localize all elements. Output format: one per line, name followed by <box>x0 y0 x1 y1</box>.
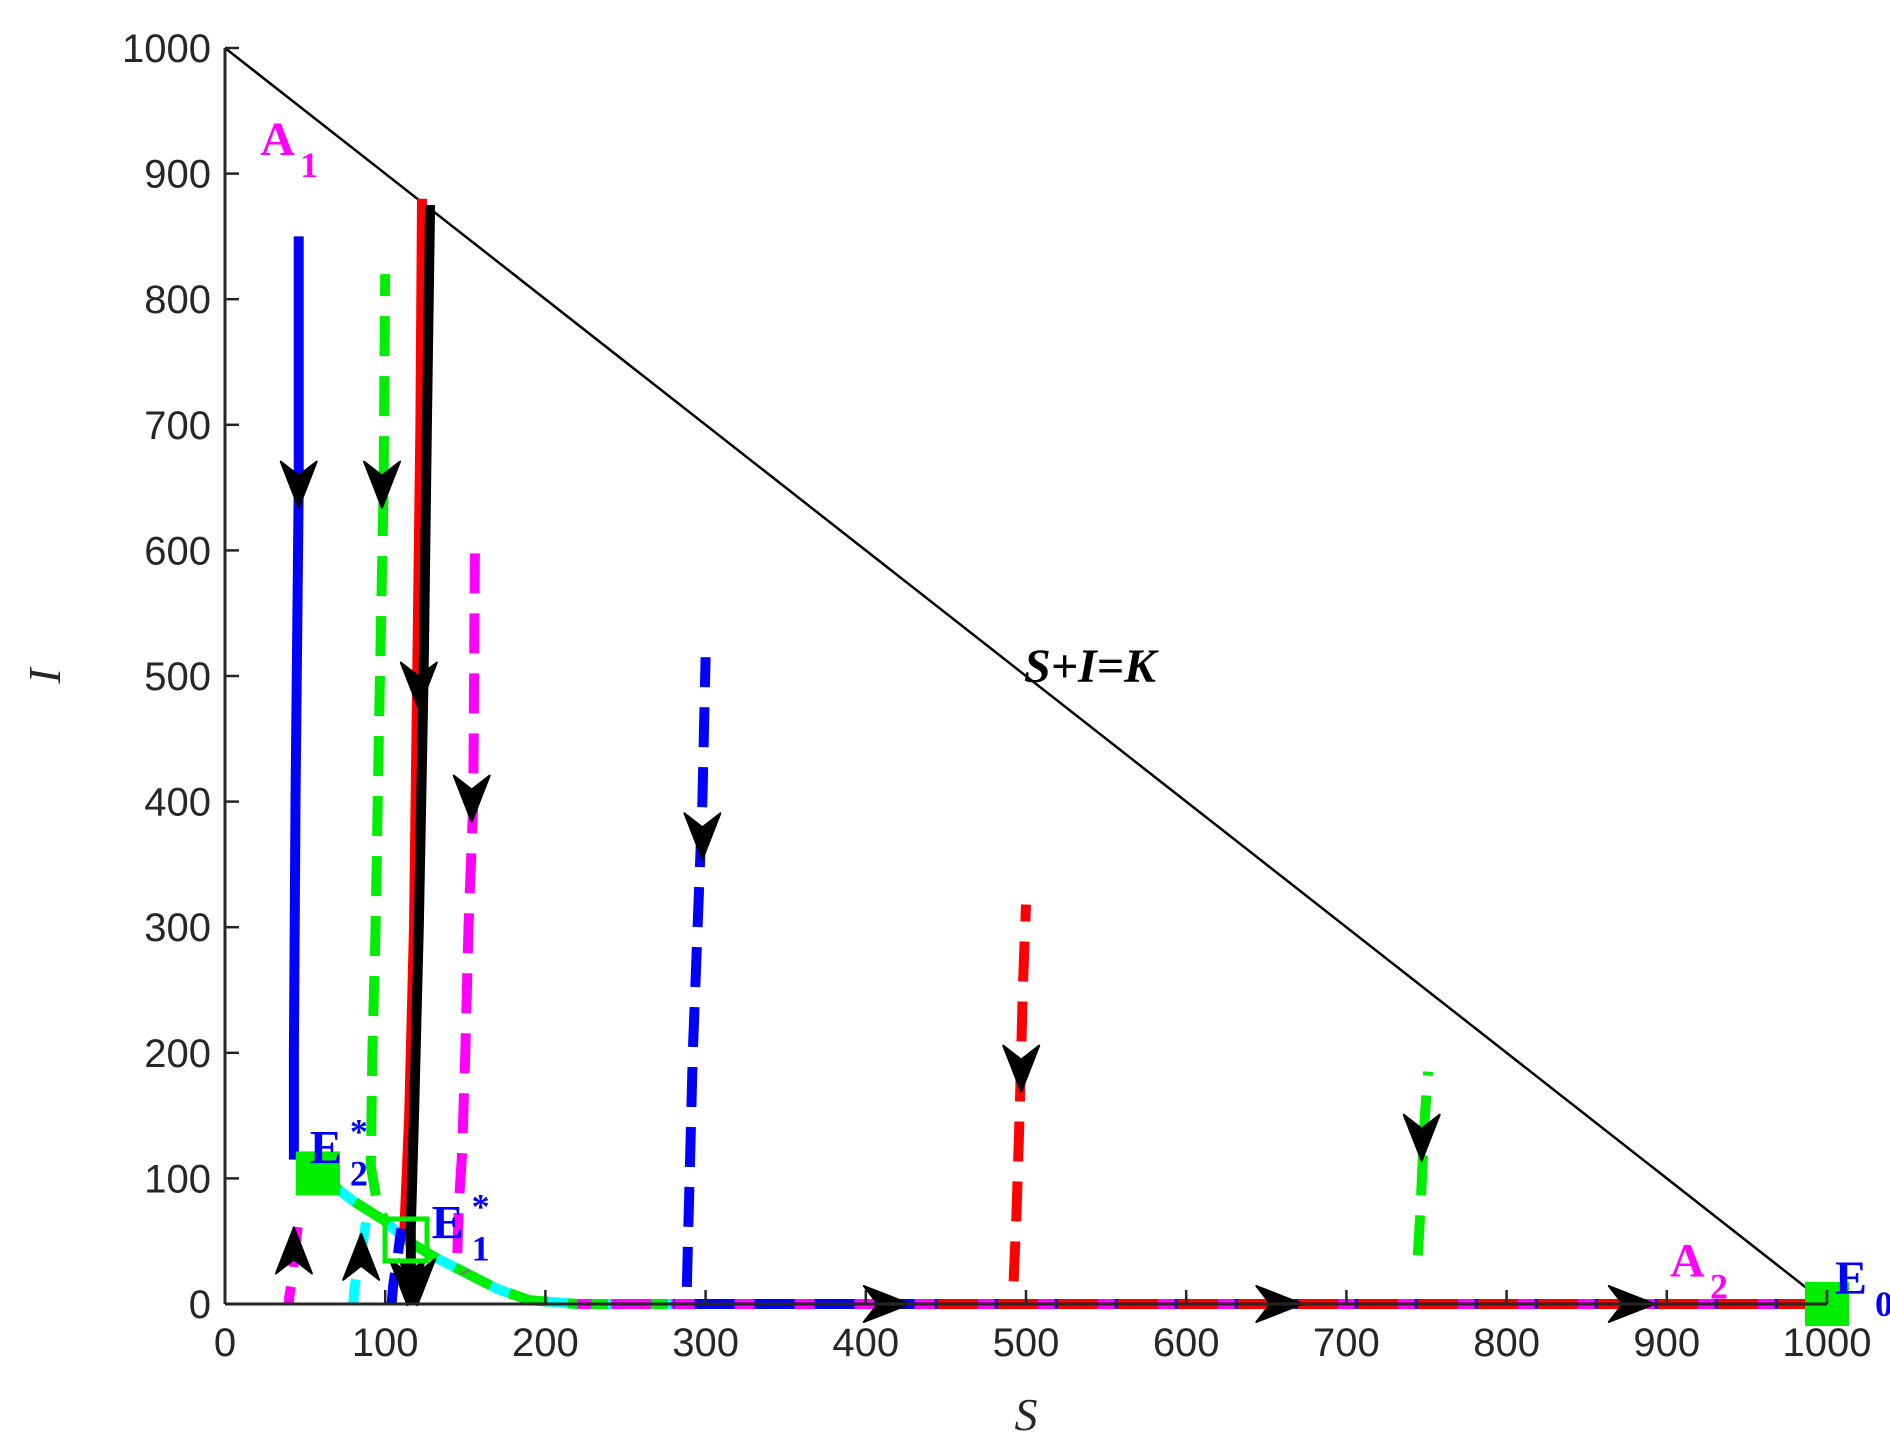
y-tick-label: 400 <box>144 781 211 825</box>
y-tick-label: 1000 <box>122 27 211 71</box>
annotation-superscript: * <box>350 1111 368 1151</box>
arrow-down-5 <box>1002 1044 1041 1093</box>
arrow-down-0 <box>279 460 318 509</box>
boundary-line <box>224 47 1828 1305</box>
annotation-e2-star: E 2* <box>310 1111 368 1193</box>
boundary-line-label: S+I=K <box>1024 640 1159 693</box>
y-tick-label: 100 <box>144 1157 211 1201</box>
y-tick-label: 800 <box>144 278 211 322</box>
x-axis-title: S <box>1015 1389 1038 1440</box>
y-tick-label: 600 <box>144 529 211 573</box>
x-tick-label: 0 <box>214 1321 236 1365</box>
y-tick-label: 200 <box>144 1032 211 1076</box>
ticks: 0 100 200 300 400 500 600 700 800 900 1000 0 100 200 3… <box>122 27 1871 1365</box>
annotation-main: E <box>310 1121 342 1174</box>
trajectory-11 <box>1008 904 1031 1292</box>
y-tick-label: 700 <box>144 404 211 448</box>
trajectory-1 <box>314 1169 1827 1309</box>
annotation-main: A <box>1670 1234 1705 1287</box>
arrow-down-10 <box>398 1258 437 1307</box>
arrow-down-4 <box>683 812 722 861</box>
annotation-subscript: 2 <box>1710 1266 1728 1306</box>
x-tick-label: 200 <box>512 1321 579 1365</box>
trajectory-6 <box>365 274 391 1224</box>
plot-area <box>224 47 1849 1326</box>
annotation-main: A <box>260 113 295 166</box>
x-tick-label: 400 <box>832 1321 899 1365</box>
equilibrium-e2-star <box>295 1151 340 1196</box>
arrow-down-6 <box>1402 1113 1441 1162</box>
annotation-subscript: 2 <box>350 1153 368 1193</box>
x-tick-label: 900 <box>1633 1321 1700 1365</box>
annotation-subscript: 1 <box>300 145 318 185</box>
trajectory-15 <box>386 1227 407 1305</box>
trajectory-9 <box>452 550 480 1275</box>
trajectory-8 <box>405 204 436 1304</box>
annotation-subscript: 0 <box>1875 1284 1890 1324</box>
annotation-main: E <box>1835 1252 1867 1305</box>
arrow-down-1 <box>363 460 401 509</box>
x-tick-label: 800 <box>1473 1321 1540 1365</box>
x-tick-label: 1000 <box>1783 1321 1872 1365</box>
annotations: A 1E 2*E 1*A 2 E 0 <box>260 113 1890 1324</box>
x-tick-label: 500 <box>993 1321 1060 1365</box>
y-tick-label: 500 <box>144 655 211 699</box>
x-tick-label: 100 <box>352 1321 419 1365</box>
arrow-up-8 <box>342 1232 381 1281</box>
equilibrium-e1-star <box>382 1216 430 1264</box>
arrow-down-3 <box>452 774 491 823</box>
arrow-up-7 <box>274 1226 313 1275</box>
trajectory-12 <box>1411 1071 1434 1273</box>
x-tick-label: 300 <box>672 1321 739 1365</box>
arrow-down-2 <box>399 661 438 710</box>
y-tick-label: 300 <box>144 906 211 950</box>
y-tick-label: 0 <box>189 1283 211 1327</box>
annotation-superscript: * <box>472 1187 490 1227</box>
trajectory-0 <box>314 1169 1827 1309</box>
trajectory-5 <box>288 236 304 1160</box>
annotation-subscript: 1 <box>472 1229 490 1269</box>
x-tick-label: 700 <box>1313 1321 1380 1365</box>
x-tick-label: 600 <box>1153 1321 1220 1365</box>
trajectory-10 <box>681 657 711 1305</box>
y-axis-title: I <box>19 666 70 685</box>
annotation-main: E <box>432 1197 464 1250</box>
annotation-e1-star: E 1* <box>432 1187 490 1269</box>
y-tick-label: 900 <box>144 153 211 197</box>
